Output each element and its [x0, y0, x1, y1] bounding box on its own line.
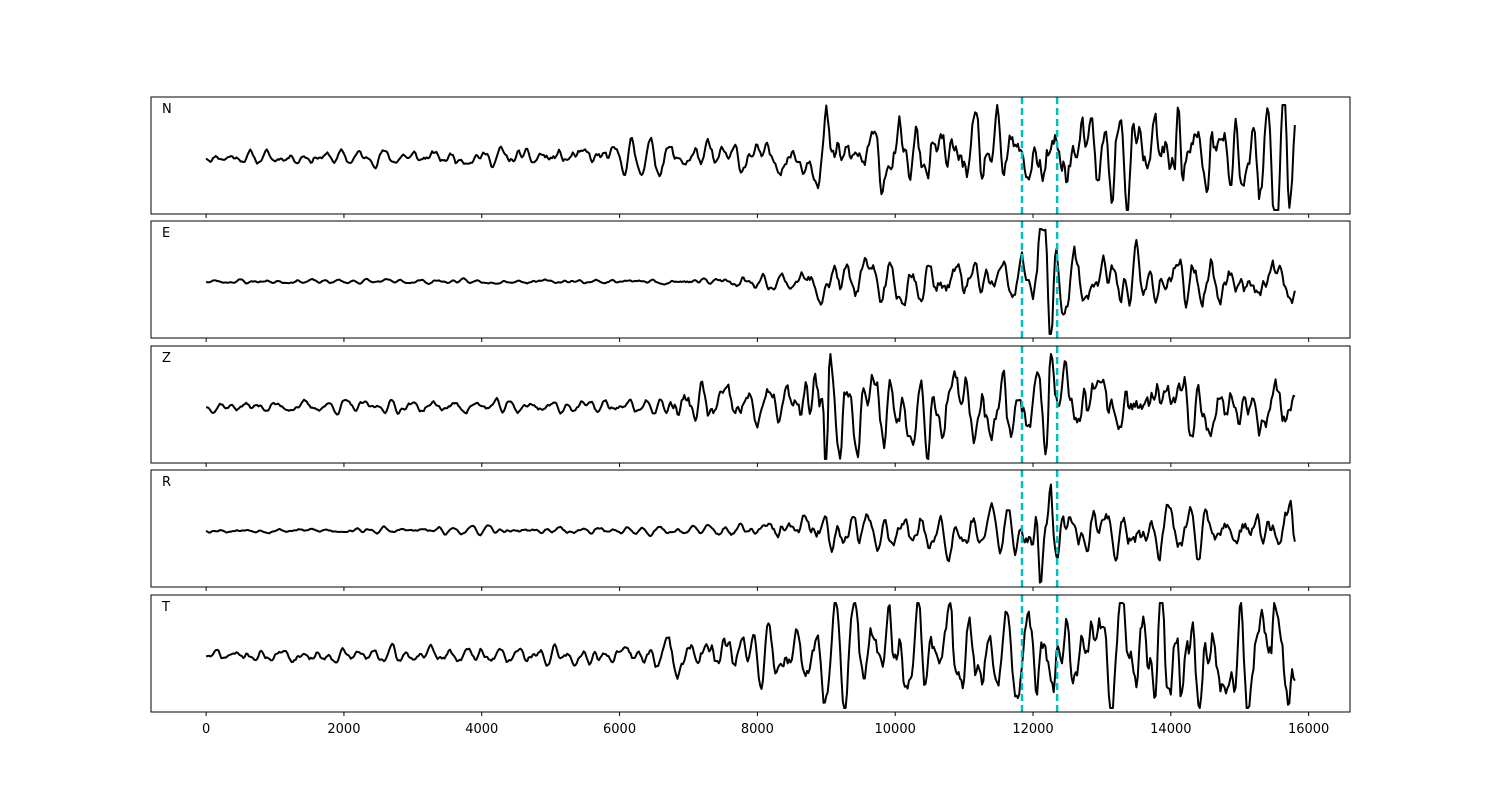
trace-n: [205, 104, 1296, 211]
panel-e: E: [150, 220, 1351, 342]
panel-label: R: [162, 475, 171, 490]
panel-frame: [150, 469, 1351, 588]
panel-frame: [150, 220, 1351, 339]
x-tick-label: 16000: [1288, 722, 1329, 737]
panel-frame: [150, 96, 1351, 215]
x-tick-label: 12000: [1012, 722, 1053, 737]
panel-frame: [150, 594, 1351, 713]
trace-t: [205, 602, 1296, 709]
x-tick-label: 10000: [875, 722, 916, 737]
panel-frame: [150, 345, 1351, 464]
panel-r: R: [150, 469, 1351, 591]
trace-r: [205, 483, 1296, 584]
panel-label: Z: [162, 351, 171, 366]
panel-n: N: [150, 96, 1351, 218]
panel-label: E: [162, 226, 170, 241]
x-tick-label: 2000: [327, 722, 360, 737]
panels-group: N E Z R T: [150, 96, 1351, 716]
trace-e: [205, 228, 1296, 335]
x-tick-label: 8000: [741, 722, 774, 737]
x-tick-label: 4000: [465, 722, 498, 737]
panel-z: Z: [150, 345, 1351, 467]
panel-label: N: [162, 102, 172, 117]
trace-z: [206, 353, 1296, 460]
x-tick-label: 0: [202, 722, 210, 737]
x-axis: 0 2000 4000 6000 8000 10000 12000 14000 16000: [202, 722, 1329, 737]
x-tick-label: 14000: [1150, 722, 1191, 737]
panel-t: T: [150, 594, 1351, 716]
x-tick-label: 6000: [603, 722, 636, 737]
panel-label: T: [161, 600, 170, 615]
